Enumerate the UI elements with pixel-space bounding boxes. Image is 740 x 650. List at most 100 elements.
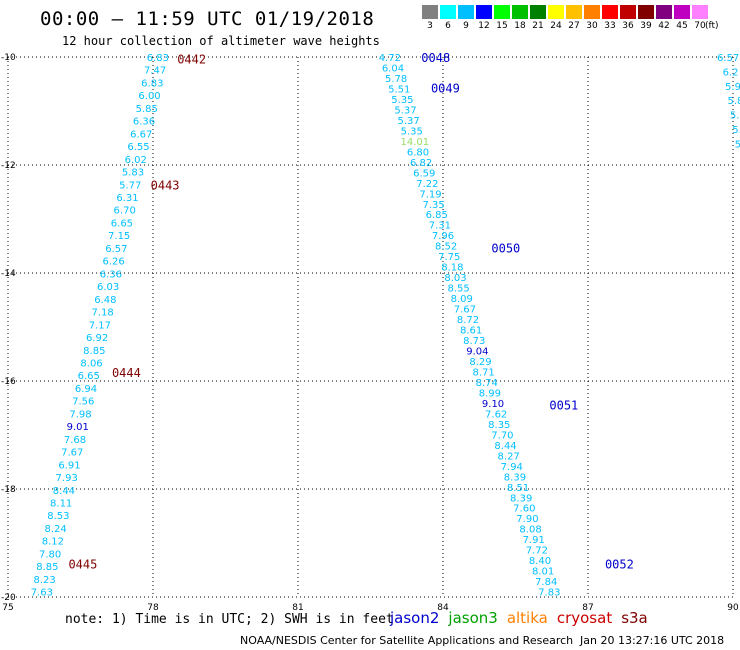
- wave-height-value: 8.85: [36, 562, 58, 573]
- wave-height-value: 7.68: [64, 435, 86, 446]
- wave-height-value: 7.94: [501, 462, 523, 473]
- lon-tick-label: 81: [292, 603, 303, 610]
- wave-height-value: 6.92: [86, 333, 108, 344]
- legend-cryosat: cryosat: [556, 609, 613, 627]
- colorbar-swatch: [440, 5, 456, 19]
- wave-height-value: 7.75: [438, 252, 460, 263]
- colorbar-swatch: [458, 5, 474, 19]
- wave-height-value: 9.10: [482, 399, 504, 410]
- lon-tick-label: 78: [147, 603, 159, 610]
- wave-height-value: 5.8: [727, 96, 740, 107]
- legend-jason2: jason2: [390, 609, 440, 627]
- wave-height-value: 6.2: [723, 67, 739, 78]
- wave-height-value: 5.78: [385, 74, 407, 85]
- axis-ticks: 75 78 81 84 87 90 -10 -12 -14 -16 -18 -20: [1, 53, 739, 610]
- colorbar-label: 9: [463, 21, 469, 31]
- chart-subtitle: 12 hour collection of altimeter wave hei…: [62, 34, 380, 48]
- wave-height-value: 8.52: [435, 242, 457, 253]
- footer-timestamp: Jan 20 13:27:16 UTC 2018: [580, 634, 725, 647]
- track-jason2: 4.726.045.785.515.355.375.375.3514.016.8…: [379, 51, 634, 599]
- colorbar-label: 3: [427, 21, 433, 31]
- wave-height-value: 8.35: [488, 420, 510, 431]
- colorbar-swatch: [494, 5, 510, 19]
- pass-time-label: 0442: [177, 53, 206, 67]
- colorbar-label: 70: [694, 21, 706, 31]
- colorbar-swatch: [692, 5, 708, 19]
- wave-height-value: 5.5: [735, 139, 740, 150]
- lon-tick-label: 84: [437, 603, 449, 610]
- wave-height-value: 8.85: [83, 346, 105, 357]
- map-plot: 75 78 81 84 87 90-10-12-14-16-18-20 6.837.476…: [1, 51, 740, 610]
- wave-height-value: 5.37: [394, 105, 416, 116]
- wave-height-value: 6.04: [382, 63, 404, 74]
- wave-height-value: 5.7: [730, 111, 740, 122]
- wave-height-value: 8.12: [42, 537, 64, 548]
- colorbar-swatch: [548, 5, 564, 19]
- colorbar-swatch: [602, 5, 618, 19]
- wave-height-value: 9.04: [466, 347, 488, 358]
- wave-height-value: 7.62: [485, 409, 507, 420]
- colorbar-swatch: [422, 5, 438, 19]
- wave-height-value: 8.61: [460, 326, 482, 337]
- wave-height-value: 7.84: [535, 577, 557, 588]
- colorbar-label: 27: [568, 21, 580, 31]
- wave-height-value: 8.53: [47, 511, 69, 522]
- wave-height-value: 6.57: [105, 244, 127, 255]
- wave-height-value: 6.31: [116, 193, 138, 204]
- wave-height-value: 7.63: [31, 588, 53, 599]
- colorbar-swatch: [638, 5, 654, 19]
- lon-tick-label: 75: [2, 603, 13, 610]
- wave-height-value: 5.77: [119, 180, 141, 191]
- colorbar-unit: (ft): [705, 21, 719, 31]
- wave-height-value: 6.91: [58, 460, 80, 471]
- wave-height-value: 8.18: [441, 263, 463, 274]
- wave-height-value: 8.08: [519, 525, 541, 536]
- wave-height-value: 7.91: [523, 535, 545, 546]
- wave-height-value: 7.19: [419, 189, 441, 200]
- wave-height-value: 8.99: [479, 388, 501, 399]
- wave-height-value: 8.55: [448, 284, 470, 295]
- chart-title: 00:00 – 11:59 UTC 01/19/2018: [40, 8, 375, 30]
- wave-height-value: 5.9: [725, 82, 740, 93]
- wave-height-value: 7.90: [516, 514, 538, 525]
- wave-height-value: 8.11: [50, 499, 72, 510]
- pass-time-label: 0052: [605, 558, 634, 572]
- colorbar-label: 18: [514, 21, 526, 31]
- satellite-legend: jason2 jason3 altika cryosat s3a: [390, 609, 657, 627]
- wave-height-value: 6.57: [717, 53, 739, 64]
- wave-height-value: 8.24: [45, 524, 67, 535]
- lon-tick-label: 87: [582, 603, 593, 610]
- pass-time-label: 0048: [421, 51, 450, 65]
- wave-height-value: 7.80: [39, 549, 61, 560]
- colorbar-label: 42: [658, 21, 670, 31]
- wave-height-value: 6.00: [138, 91, 160, 102]
- wave-height-value: 5.51: [388, 84, 410, 95]
- wave-height-value: 6.83: [147, 53, 169, 64]
- wave-height-value: 8.44: [494, 441, 516, 452]
- wave-height-value: 7.93: [56, 473, 78, 484]
- wave-height-value: 5.6: [732, 125, 740, 136]
- wave-height-value: 6.65: [78, 371, 100, 382]
- wave-height-value: 7.15: [108, 231, 130, 242]
- colorbar-label: 33: [604, 21, 616, 31]
- wave-height-value: 8.03: [444, 273, 466, 284]
- wave-height-value: 8.27: [498, 451, 520, 462]
- lon-tick-label: 90: [727, 603, 739, 610]
- wave-height-value: 6.48: [94, 295, 116, 306]
- colorbar-label: 24: [550, 21, 562, 31]
- pass-time-label: 0049: [431, 81, 460, 95]
- pass-time-label: 0050: [491, 242, 520, 256]
- wave-height-value: 5.37: [397, 116, 419, 127]
- wave-height-value: 7.67: [454, 305, 476, 316]
- wave-height-value: 6.26: [103, 257, 125, 268]
- wave-height-value: 7.70: [491, 430, 513, 441]
- lat-tick-label: -12: [1, 161, 16, 171]
- wave-height-value: 8.09: [451, 294, 473, 305]
- colorbar-swatch: [656, 5, 672, 19]
- footer-credit: NOAA/NESDIS Center for Satellite Applica…: [240, 634, 574, 647]
- wave-height-value: 7.22: [416, 179, 438, 190]
- wave-height-value: 7.35: [422, 200, 444, 211]
- wave-height-value: 6.80: [407, 147, 429, 158]
- wave-height-value: 6.82: [410, 158, 432, 169]
- wave-height-value: 7.56: [72, 397, 94, 408]
